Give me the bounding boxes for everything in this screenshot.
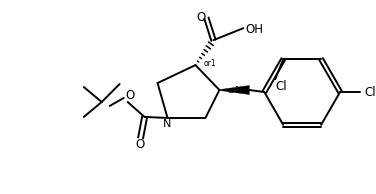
Text: N: N xyxy=(163,119,172,129)
Text: or1: or1 xyxy=(228,86,241,94)
Text: OH: OH xyxy=(245,23,263,36)
Text: or1: or1 xyxy=(204,59,217,68)
Text: O: O xyxy=(125,88,134,101)
Text: Cl: Cl xyxy=(364,86,376,99)
Text: O: O xyxy=(197,11,206,24)
Text: O: O xyxy=(135,138,144,151)
Polygon shape xyxy=(220,86,249,94)
Text: Cl: Cl xyxy=(276,80,287,93)
